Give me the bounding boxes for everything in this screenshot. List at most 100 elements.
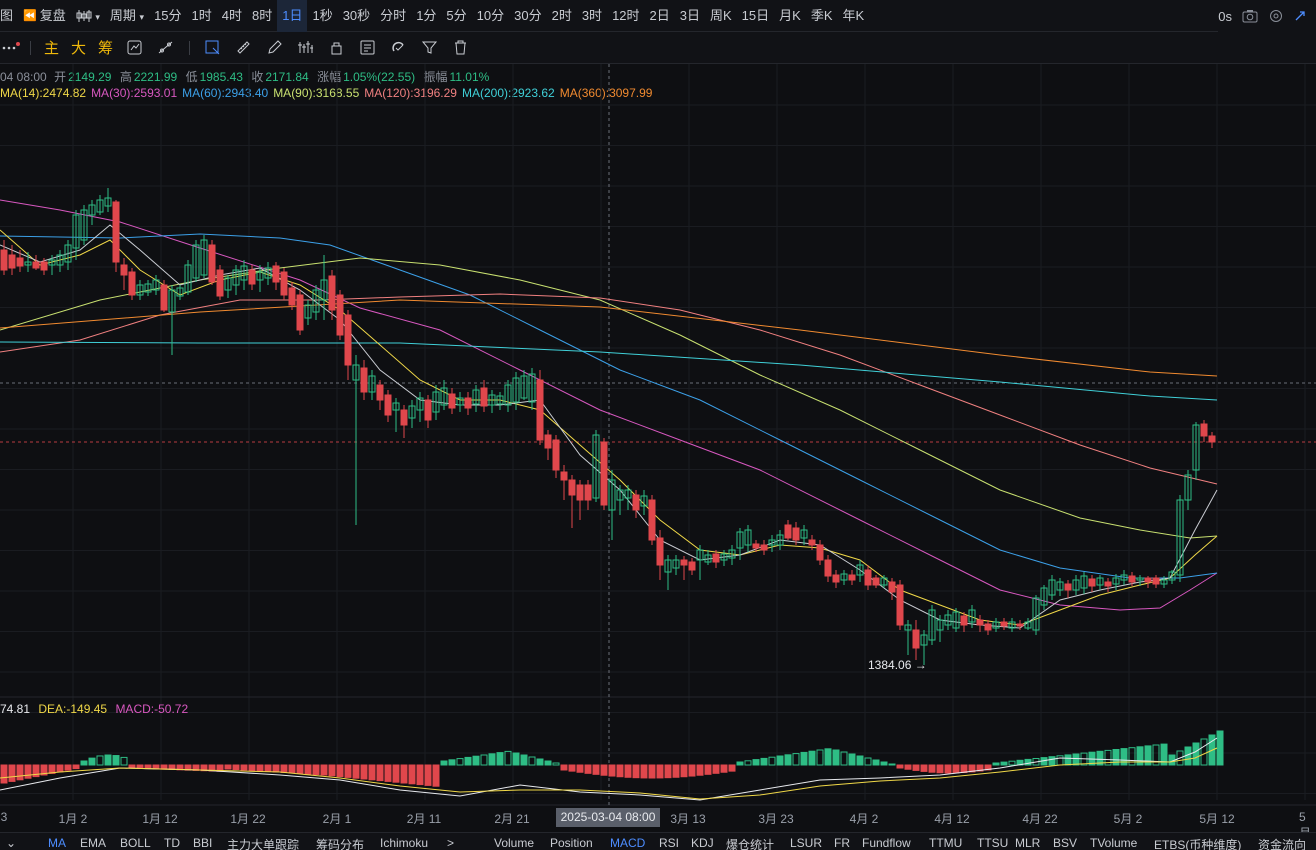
period-option[interactable]: 季K: [810, 7, 833, 23]
bar-pattern-icon[interactable]: [290, 32, 321, 64]
indicator-tab[interactable]: 资金流向: [1258, 838, 1307, 850]
macd-histogram-bar: [1096, 750, 1104, 766]
period-option[interactable]: 15分: [154, 7, 182, 23]
indicator-tab[interactable]: BSV: [1053, 836, 1078, 850]
period-option[interactable]: 3日: [679, 7, 700, 23]
indicator-tab[interactable]: KDJ: [691, 836, 714, 850]
indicator-tab[interactable]: TD: [164, 836, 180, 850]
macd-histogram-bar: [1056, 755, 1064, 766]
indicator-tab[interactable]: BOLL: [120, 836, 151, 850]
candle-body: [1024, 621, 1032, 629]
indicator-tab[interactable]: >: [447, 836, 455, 850]
pen-icon[interactable]: [259, 32, 290, 64]
period-dropdown[interactable]: 周期 ▾: [105, 0, 149, 32]
candle-body: [472, 389, 480, 405]
candle-body: [568, 479, 576, 496]
indicator-tab[interactable]: Position: [550, 836, 593, 850]
macd-histogram-bar: [144, 764, 152, 770]
indicator-tab[interactable]: FR: [834, 836, 850, 850]
macd-histogram-bar: [1160, 743, 1168, 766]
toolbar-left-cut[interactable]: 图: [0, 7, 14, 23]
replay-button[interactable]: ⏪ 复盘: [18, 0, 71, 32]
candle-body: [32, 261, 40, 269]
period-option[interactable]: 30秒: [342, 7, 371, 23]
indicator-tab[interactable]: Fundflow: [862, 836, 911, 850]
chip-button[interactable]: 筹: [98, 40, 114, 57]
indicator-tab[interactable]: 主力大单跟踪: [227, 838, 300, 850]
candle-body: [184, 264, 192, 293]
macd-histogram-bar: [248, 764, 256, 771]
period-option[interactable]: 周K: [710, 7, 732, 23]
macd-histogram-bar: [616, 764, 624, 778]
magnet-icon[interactable]: [383, 32, 414, 64]
indicator-tab[interactable]: ETBS(币种维度): [1154, 838, 1242, 850]
period-option[interactable]: 2日: [649, 7, 670, 23]
big-order-button[interactable]: 大: [71, 40, 87, 57]
period-option[interactable]: 3时: [581, 7, 603, 23]
trash-icon[interactable]: [445, 32, 476, 64]
indicator-tab[interactable]: LSUR: [790, 836, 823, 850]
period-option[interactable]: 月K: [779, 7, 801, 23]
period-option[interactable]: 1分: [416, 7, 437, 23]
indicator-tab[interactable]: MLR: [1015, 836, 1041, 850]
period-option[interactable]: 2时: [551, 7, 572, 23]
chart-area[interactable]: [0, 64, 1316, 830]
period-option[interactable]: 8时: [252, 7, 273, 23]
divider: [22, 32, 38, 64]
indicator-tab[interactable]: Ichimoku: [380, 836, 429, 850]
candle-body: [896, 584, 904, 626]
trend-tool-icon[interactable]: [150, 32, 181, 64]
price-chart[interactable]: [0, 64, 1316, 806]
settings-icon[interactable]: [1268, 8, 1284, 24]
ruler-icon[interactable]: [228, 32, 259, 64]
period-option[interactable]: 1日: [277, 0, 308, 32]
select-tool-icon[interactable]: [197, 32, 228, 64]
period-option[interactable]: 5分: [446, 7, 467, 23]
macd-histogram-bar: [832, 749, 840, 766]
period-option[interactable]: 1秒: [312, 7, 333, 23]
macd-histogram-bar: [24, 764, 32, 779]
chart-type-button[interactable]: ▾: [71, 0, 105, 32]
candle-body: [960, 615, 968, 626]
chevron-down-icon[interactable]: ⌄: [6, 836, 17, 850]
indicator-tab[interactable]: TTMU: [929, 836, 963, 850]
fullscreen-icon[interactable]: [1294, 10, 1306, 22]
indicator-tab[interactable]: 爆仓统计: [726, 838, 775, 850]
indicator-tab[interactable]: MACD: [610, 836, 646, 850]
candle-body: [864, 569, 872, 586]
period-option[interactable]: 15日: [741, 7, 770, 23]
indicator-tab[interactable]: MA: [48, 836, 66, 850]
indicator-tab[interactable]: TTSU: [977, 836, 1009, 850]
period-option[interactable]: 1时: [191, 7, 212, 23]
indicator-tab[interactable]: EMA: [80, 836, 107, 850]
candle-body: [96, 199, 104, 213]
filter-icon[interactable]: [414, 32, 445, 64]
indicator-tab[interactable]: Volume: [494, 836, 535, 850]
macd-histogram-bar: [288, 764, 296, 774]
indicator-settings-icon[interactable]: [119, 32, 150, 64]
period-label: 周期: [109, 7, 136, 23]
indicator-tab[interactable]: BBI: [193, 836, 213, 850]
indicator-tab[interactable]: 筹码分布: [316, 838, 365, 850]
main-indicator-button[interactable]: 主: [44, 40, 60, 57]
macd-histogram-bar: [920, 764, 928, 772]
macd-histogram-bar: [424, 764, 432, 786]
period-option[interactable]: 30分: [514, 7, 542, 23]
note-icon[interactable]: [352, 32, 383, 64]
macd-histogram-bar: [328, 764, 336, 777]
period-option[interactable]: 年K: [842, 7, 865, 23]
period-option[interactable]: 分时: [380, 7, 407, 23]
camera-icon[interactable]: [1242, 9, 1258, 23]
candle-body: [368, 375, 376, 393]
date-tick: 3: [0, 810, 8, 824]
arrow-right-icon: →: [914, 658, 927, 672]
period-option[interactable]: 12时: [612, 7, 640, 23]
indicator-tab[interactable]: RSI: [659, 836, 680, 850]
indicator-tab[interactable]: TVolume: [1090, 836, 1138, 850]
lock-icon[interactable]: [321, 32, 352, 64]
period-option[interactable]: 4时: [221, 7, 242, 23]
low-label: 低: [185, 70, 198, 84]
candle-body: [1104, 581, 1112, 587]
period-option[interactable]: 10分: [476, 7, 505, 23]
more-icon[interactable]: [0, 32, 22, 64]
